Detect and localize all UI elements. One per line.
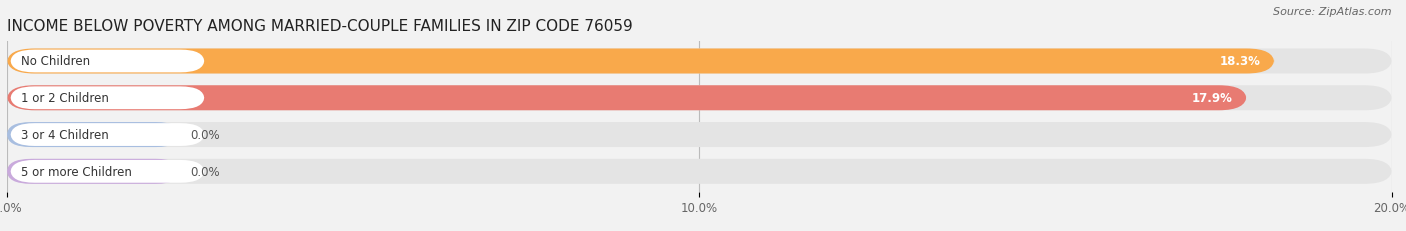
FancyBboxPatch shape <box>7 122 1392 147</box>
FancyBboxPatch shape <box>7 159 1392 184</box>
Text: 0.0%: 0.0% <box>191 128 221 141</box>
FancyBboxPatch shape <box>10 160 204 183</box>
Text: 3 or 4 Children: 3 or 4 Children <box>21 128 108 141</box>
FancyBboxPatch shape <box>7 86 1392 111</box>
Text: Source: ZipAtlas.com: Source: ZipAtlas.com <box>1274 7 1392 17</box>
Text: 0.0%: 0.0% <box>191 165 221 178</box>
FancyBboxPatch shape <box>7 159 180 184</box>
FancyBboxPatch shape <box>10 50 204 73</box>
FancyBboxPatch shape <box>7 86 1247 111</box>
Text: 18.3%: 18.3% <box>1219 55 1260 68</box>
FancyBboxPatch shape <box>7 49 1392 74</box>
Text: 5 or more Children: 5 or more Children <box>21 165 132 178</box>
FancyBboxPatch shape <box>7 122 180 147</box>
Text: 1 or 2 Children: 1 or 2 Children <box>21 92 108 105</box>
Text: INCOME BELOW POVERTY AMONG MARRIED-COUPLE FAMILIES IN ZIP CODE 76059: INCOME BELOW POVERTY AMONG MARRIED-COUPL… <box>7 18 633 33</box>
Text: 17.9%: 17.9% <box>1192 92 1233 105</box>
FancyBboxPatch shape <box>7 49 1274 74</box>
FancyBboxPatch shape <box>10 87 204 110</box>
Text: No Children: No Children <box>21 55 90 68</box>
FancyBboxPatch shape <box>10 124 204 146</box>
